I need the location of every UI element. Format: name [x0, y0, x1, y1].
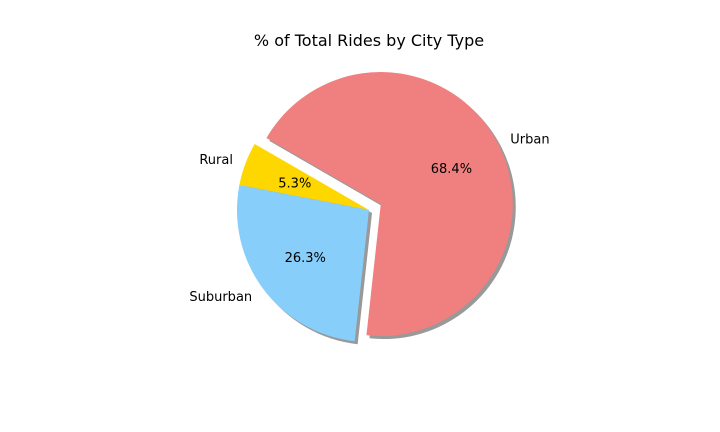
slice-percent-suburban: 26.3%	[285, 251, 326, 266]
slice-label-suburban: Suburban	[189, 290, 252, 305]
slice-label-rural: Rural	[199, 153, 233, 168]
chart-title: % of Total Rides by City Type	[254, 31, 484, 50]
pie-slice-suburban	[237, 184, 369, 342]
slices	[237, 72, 513, 342]
slice-percent-urban: 68.4%	[431, 162, 472, 177]
slice-labels: Rural 5.3% Suburban 26.3% Urban 68.4%	[189, 132, 549, 305]
slice-label-urban: Urban	[510, 132, 549, 147]
pie-slice-urban	[266, 72, 513, 337]
pie-slice-rural	[239, 144, 369, 210]
slice-percent-rural: 5.3%	[278, 176, 311, 191]
